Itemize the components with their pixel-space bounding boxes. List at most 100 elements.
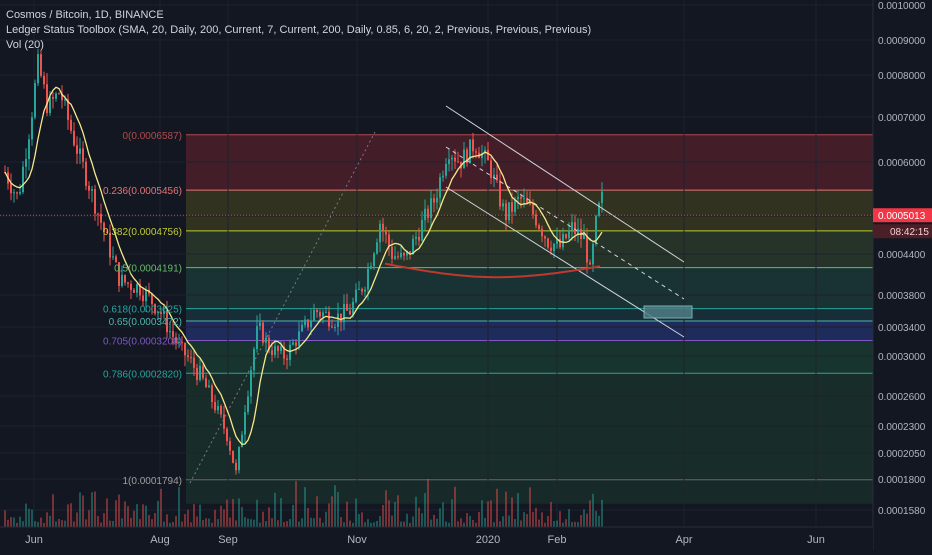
candle[interactable] xyxy=(364,289,366,292)
price-axis[interactable] xyxy=(873,0,932,550)
candle[interactable] xyxy=(508,202,510,221)
candle[interactable] xyxy=(145,289,147,302)
candle[interactable] xyxy=(439,177,441,198)
candle[interactable] xyxy=(595,215,597,244)
candle[interactable] xyxy=(358,288,360,290)
candle[interactable] xyxy=(31,117,33,140)
candle[interactable] xyxy=(58,93,60,95)
candle[interactable] xyxy=(157,312,159,314)
candle[interactable] xyxy=(541,229,543,237)
candle[interactable] xyxy=(535,214,537,226)
candle[interactable] xyxy=(295,342,297,346)
candle[interactable] xyxy=(118,262,120,286)
candle[interactable] xyxy=(94,189,96,214)
candle[interactable] xyxy=(361,288,363,292)
candle[interactable] xyxy=(139,284,141,296)
candle[interactable] xyxy=(163,311,165,314)
candle[interactable] xyxy=(490,160,492,179)
candle[interactable] xyxy=(448,159,450,165)
candle[interactable] xyxy=(517,196,519,200)
candle[interactable] xyxy=(286,358,288,360)
candle[interactable] xyxy=(61,93,63,101)
candle[interactable] xyxy=(373,253,375,267)
candle[interactable] xyxy=(169,331,171,333)
candle[interactable] xyxy=(424,208,426,221)
candle[interactable] xyxy=(526,198,528,203)
candle[interactable] xyxy=(121,274,123,286)
symbol-title[interactable]: Cosmos / Bitcoin, 1D, BINANCE xyxy=(6,9,164,21)
candle[interactable] xyxy=(97,213,99,215)
candle[interactable] xyxy=(505,203,507,221)
candle[interactable] xyxy=(16,192,18,194)
current-price-tag[interactable] xyxy=(873,208,932,223)
candle[interactable] xyxy=(574,222,576,235)
candle[interactable] xyxy=(400,252,402,258)
candle[interactable] xyxy=(316,309,318,313)
candle[interactable] xyxy=(40,54,42,76)
candle[interactable] xyxy=(184,342,186,356)
candle[interactable] xyxy=(553,243,555,251)
candle[interactable] xyxy=(37,54,39,84)
candle[interactable] xyxy=(538,225,540,230)
candle[interactable] xyxy=(265,337,267,343)
candle[interactable] xyxy=(559,238,561,248)
target-zone-box[interactable] xyxy=(643,305,693,319)
candle[interactable] xyxy=(10,183,12,194)
candle[interactable] xyxy=(199,365,201,380)
candle[interactable] xyxy=(403,252,405,256)
candle[interactable] xyxy=(565,234,567,239)
candle[interactable] xyxy=(82,148,84,162)
candle[interactable] xyxy=(376,242,378,254)
candle[interactable] xyxy=(187,355,189,358)
candle[interactable] xyxy=(103,222,105,232)
candle[interactable] xyxy=(241,434,243,448)
candle[interactable] xyxy=(394,256,396,259)
dotted-trendline[interactable] xyxy=(189,131,376,484)
candle[interactable] xyxy=(250,370,252,397)
candle[interactable] xyxy=(196,367,198,380)
volume-legend[interactable]: Vol (20) xyxy=(6,39,44,51)
candle[interactable] xyxy=(397,256,399,258)
candle[interactable] xyxy=(427,208,429,219)
candle[interactable] xyxy=(214,401,216,411)
candle[interactable] xyxy=(601,191,603,203)
candle[interactable] xyxy=(592,243,594,265)
candle[interactable] xyxy=(334,327,336,329)
candle[interactable] xyxy=(529,202,531,205)
candle[interactable] xyxy=(532,204,534,215)
candle[interactable] xyxy=(25,159,27,167)
candle[interactable] xyxy=(226,428,228,442)
candle[interactable] xyxy=(130,283,132,290)
candle[interactable] xyxy=(415,236,417,239)
candle[interactable] xyxy=(370,266,372,269)
sma-20-line[interactable] xyxy=(4,86,603,445)
candle[interactable] xyxy=(421,220,423,241)
candle[interactable] xyxy=(55,93,57,99)
candle[interactable] xyxy=(283,346,285,359)
candle[interactable] xyxy=(73,130,75,146)
candle[interactable] xyxy=(289,344,291,360)
candle[interactable] xyxy=(472,139,474,152)
candle[interactable] xyxy=(430,198,432,219)
candle[interactable] xyxy=(172,331,174,337)
candle[interactable] xyxy=(232,450,234,463)
candle[interactable] xyxy=(280,346,282,352)
candle[interactable] xyxy=(274,346,276,356)
candle[interactable] xyxy=(583,235,585,240)
candle[interactable] xyxy=(181,342,183,344)
candle[interactable] xyxy=(64,99,66,101)
candle[interactable] xyxy=(328,311,330,327)
candle[interactable] xyxy=(310,320,312,328)
candle[interactable] xyxy=(391,246,393,259)
candle[interactable] xyxy=(190,357,192,359)
candle[interactable] xyxy=(268,337,270,351)
candle[interactable] xyxy=(388,234,390,247)
candle[interactable] xyxy=(502,203,504,207)
candle[interactable] xyxy=(496,174,498,181)
candle[interactable] xyxy=(244,412,246,435)
candle[interactable] xyxy=(433,198,435,203)
candle[interactable] xyxy=(166,311,168,333)
candle[interactable] xyxy=(205,378,207,388)
